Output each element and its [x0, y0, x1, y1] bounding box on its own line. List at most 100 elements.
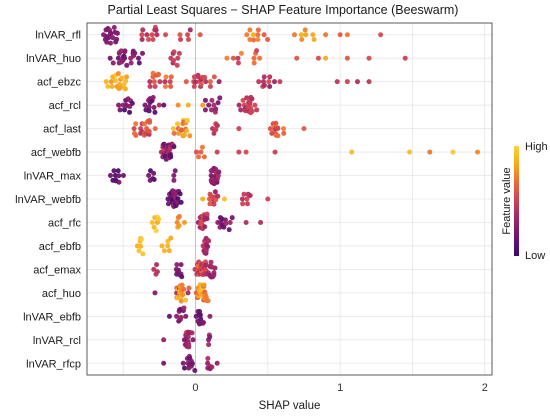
- shap-point: [161, 248, 167, 254]
- shap-point: [209, 97, 215, 103]
- shap-point: [244, 201, 250, 207]
- shap-point: [215, 173, 221, 179]
- shap-point: [114, 36, 120, 42]
- shap-point: [334, 79, 340, 85]
- shap-point: [199, 144, 205, 150]
- shap-point: [209, 107, 214, 113]
- shap-point: [214, 149, 220, 155]
- shap-point: [311, 37, 317, 43]
- shap-point: [136, 60, 142, 66]
- shap-point: [193, 79, 199, 85]
- shap-point: [251, 37, 257, 43]
- shap-point: [103, 79, 109, 85]
- shap-point: [265, 37, 271, 43]
- shap-point: [192, 367, 198, 373]
- shap-point: [254, 107, 260, 113]
- shap-point: [203, 79, 209, 85]
- shap-point: [152, 109, 158, 115]
- shap-point: [146, 128, 152, 134]
- shap-point: [168, 154, 174, 160]
- shap-point: [215, 193, 221, 199]
- shap-point: [337, 32, 343, 38]
- shap-point: [344, 79, 350, 85]
- shap-point: [255, 27, 261, 33]
- shap-point: [197, 312, 203, 318]
- shap-point: [211, 102, 217, 108]
- legend-low-label: Low: [525, 250, 545, 262]
- shap-point: [179, 127, 184, 133]
- shap-point: [135, 55, 141, 61]
- shap-point: [301, 126, 307, 132]
- shap-point: [247, 192, 253, 198]
- shap-point: [181, 132, 187, 138]
- legend-title: Feature value: [501, 167, 513, 234]
- shap-point: [107, 55, 113, 61]
- shap-point: [211, 130, 217, 136]
- shap-point: [159, 243, 165, 249]
- shap-point: [181, 286, 187, 292]
- shap-point: [236, 126, 242, 132]
- shap-point: [112, 78, 118, 84]
- shap-point: [198, 316, 204, 322]
- shap-point: [323, 55, 329, 61]
- shap-point: [116, 179, 122, 185]
- shap-point: [224, 55, 230, 61]
- shap-point: [197, 32, 203, 38]
- shap-point: [203, 262, 209, 268]
- shap-point: [261, 74, 267, 80]
- x-tick-label: 0: [192, 382, 198, 394]
- shap-point: [207, 313, 213, 319]
- shap-point: [183, 313, 189, 319]
- shap-point: [275, 126, 281, 132]
- shap-point: [168, 235, 174, 241]
- shap-point: [136, 248, 142, 254]
- shap-point: [243, 149, 249, 155]
- shap-point: [108, 79, 114, 85]
- shap-point: [211, 270, 217, 276]
- shap-point: [185, 32, 191, 38]
- shap-point: [147, 119, 153, 125]
- shap-point: [200, 102, 206, 108]
- shap-point: [178, 298, 184, 304]
- shap-point: [176, 223, 182, 229]
- shap-point: [366, 55, 372, 61]
- shap-point: [184, 117, 190, 123]
- shap-point: [165, 243, 171, 249]
- shap-point: [215, 100, 221, 106]
- shap-point: [212, 265, 218, 271]
- shap-point: [249, 96, 255, 102]
- shap-point: [129, 100, 135, 106]
- shap-point: [185, 102, 191, 108]
- shap-point: [267, 83, 273, 89]
- shap-point: [171, 173, 177, 179]
- shap-point: [240, 97, 246, 103]
- shap-point: [303, 32, 309, 38]
- shap-point: [200, 319, 206, 325]
- y-tick-label: lnVAR_rfcp: [26, 358, 81, 370]
- shap-point: [267, 74, 273, 80]
- shap-point: [217, 95, 223, 101]
- y-tick-label: acf_emax: [33, 264, 81, 276]
- shap-point: [240, 201, 246, 207]
- x-tick-label: 1: [337, 382, 343, 394]
- color-legend: High Low Feature value: [501, 141, 548, 262]
- y-tick-label: acf_rfc: [48, 217, 82, 229]
- shap-point: [206, 342, 212, 348]
- shap-point: [230, 55, 236, 61]
- shap-point: [139, 37, 145, 43]
- shap-point: [251, 60, 257, 66]
- shap-point: [171, 58, 177, 64]
- shap-point: [116, 173, 122, 179]
- shap-point: [407, 149, 413, 155]
- shap-point: [292, 32, 297, 38]
- shap-point: [281, 126, 287, 132]
- shap-point: [138, 243, 144, 249]
- shap-point: [145, 37, 151, 43]
- shap-point: [229, 215, 235, 221]
- y-tick-label: acf_huo: [42, 288, 81, 300]
- shap-point: [122, 48, 128, 54]
- shap-point: [251, 55, 257, 61]
- shap-point: [114, 30, 120, 36]
- shap-point: [204, 211, 210, 217]
- y-tick-label: lnVAR_rcl: [33, 335, 81, 347]
